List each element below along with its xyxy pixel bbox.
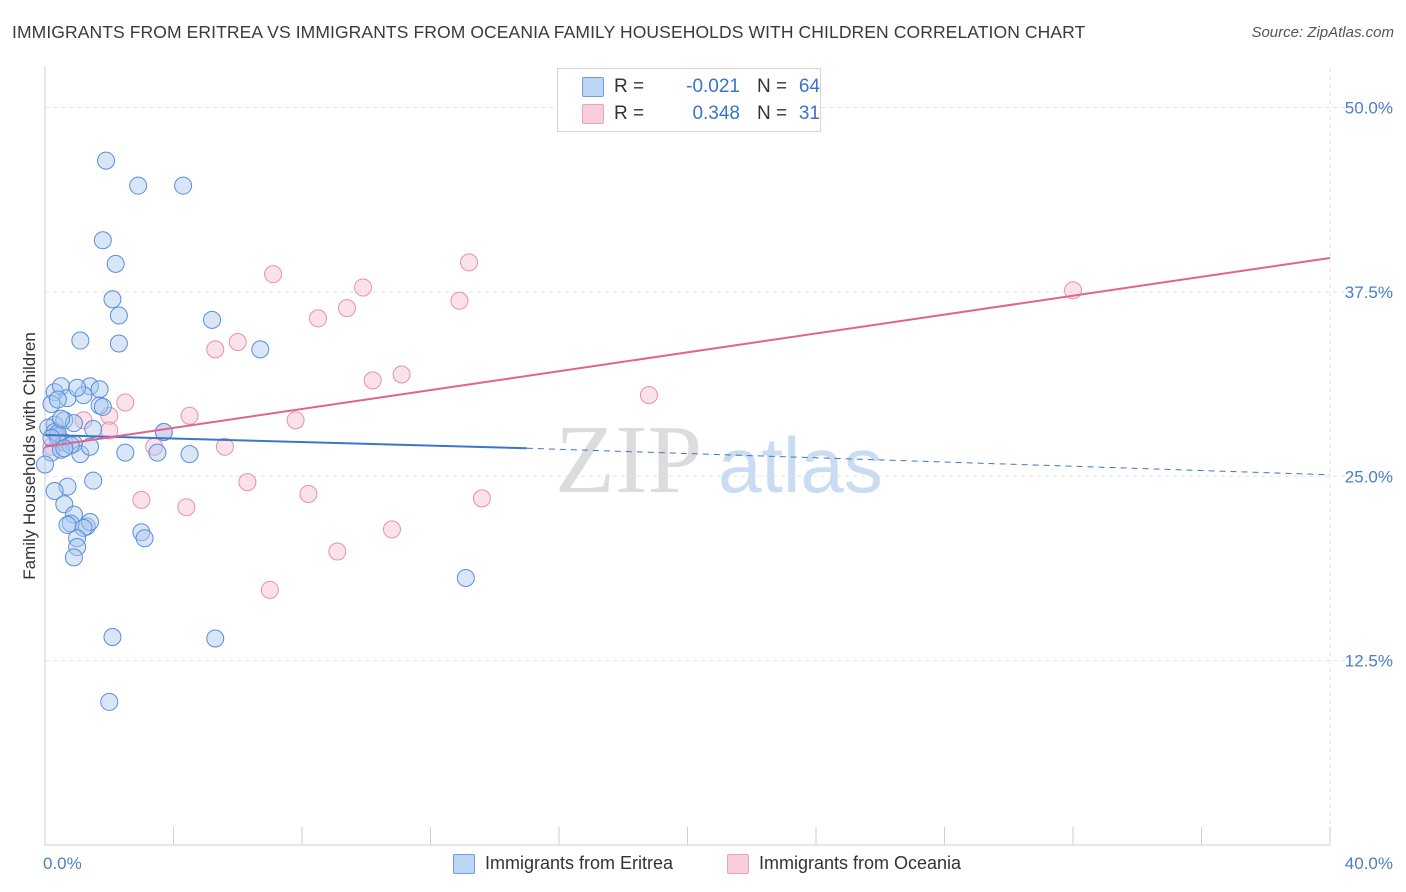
n-label: N = xyxy=(757,76,788,97)
eritrea-point xyxy=(103,290,122,309)
eritrea-point xyxy=(93,231,112,250)
eritrea-swatch xyxy=(582,77,604,97)
eritrea-point xyxy=(74,386,93,405)
oceania-point xyxy=(177,498,196,517)
series-legend: Immigrants from Eritrea Immigrants from … xyxy=(0,851,1406,879)
oceania-point xyxy=(180,406,199,425)
eritrea-point xyxy=(45,482,64,500)
eritrea-point xyxy=(84,420,103,439)
oceania-point xyxy=(299,484,318,503)
eritrea-point xyxy=(203,310,222,329)
series-eritrea-points xyxy=(36,151,475,711)
eritrea-point xyxy=(148,443,167,462)
eritrea-point xyxy=(456,569,475,588)
eritrea-point xyxy=(36,455,54,474)
oceania-point xyxy=(228,333,247,352)
r-value: -0.021 xyxy=(686,76,740,97)
watermark-atlas: atlas xyxy=(718,421,883,509)
oceania-point xyxy=(460,253,479,272)
oceania-point xyxy=(264,265,283,284)
eritrea-point xyxy=(90,396,109,415)
oceania-point xyxy=(363,371,382,390)
oceania-point xyxy=(337,299,356,318)
tick-labels: 12.5% 25.0% 37.5% 50.0% 0.0% 40.0% xyxy=(43,99,1393,874)
correlation-legend: R = -0.021 N = 64 R = 0.348 N = 31 xyxy=(557,68,821,132)
eritrea-point xyxy=(129,176,148,195)
y-tick-label: 37.5% xyxy=(1345,283,1393,302)
oceania-point xyxy=(450,291,469,310)
legend-label: Immigrants from Eritrea xyxy=(485,853,674,873)
oceania-point xyxy=(215,437,234,456)
eritrea-point xyxy=(135,529,154,548)
oceania-point xyxy=(309,309,328,328)
y-tick-label: 25.0% xyxy=(1345,467,1393,486)
eritrea-point xyxy=(132,523,151,542)
eritrea-point xyxy=(97,151,116,170)
eritrea-point xyxy=(103,628,122,647)
eritrea-point xyxy=(52,377,71,396)
oceania-point xyxy=(392,365,411,384)
trend-lines xyxy=(44,256,1331,476)
y-tick-label: 50.0% xyxy=(1345,99,1393,118)
eritrea-point xyxy=(68,378,87,397)
eritrea-point xyxy=(84,471,103,490)
source-credit: Source: ZipAtlas.com xyxy=(1251,24,1394,41)
oceania-point xyxy=(472,489,491,508)
eritrea-trend-line xyxy=(44,433,527,450)
eritrea-point xyxy=(109,306,128,325)
oceania-point xyxy=(116,393,135,412)
r-label: R = xyxy=(614,76,645,97)
oceania-point xyxy=(354,278,373,297)
series-oceania-points xyxy=(42,253,1082,599)
eritrea-point xyxy=(64,548,83,567)
eritrea-point xyxy=(74,518,93,537)
y-tick-label: 12.5% xyxy=(1345,652,1393,671)
eritrea-point xyxy=(93,397,112,416)
oceania-point xyxy=(238,473,257,492)
eritrea-point xyxy=(71,331,90,350)
eritrea-point xyxy=(180,445,199,464)
r-value: 0.348 xyxy=(692,103,740,124)
eritrea-swatch xyxy=(453,854,475,874)
y-axis-label: Family Households with Children xyxy=(20,332,39,580)
eritrea-point xyxy=(206,629,225,648)
watermark-zip: ZIP xyxy=(555,406,702,514)
oceania-point xyxy=(206,340,225,359)
n-value: 64 xyxy=(798,76,820,97)
eritrea-point xyxy=(109,334,128,353)
oceania-point xyxy=(286,411,305,430)
x-tick-label: 0.0% xyxy=(43,854,82,873)
oceania-point xyxy=(639,386,658,405)
eritrea-point xyxy=(251,340,270,359)
eritrea-point xyxy=(90,380,109,399)
n-label: N = xyxy=(757,103,788,124)
r-label: R = xyxy=(614,103,645,124)
chart-title: IMMIGRANTS FROM ERITREA VS IMMIGRANTS FR… xyxy=(12,22,1086,42)
eritrea-point xyxy=(80,437,99,456)
eritrea-point xyxy=(68,538,87,557)
oceania-point xyxy=(132,490,151,509)
oceania-point xyxy=(100,421,119,440)
oceania-point xyxy=(382,520,401,539)
n-value: 31 xyxy=(798,103,820,124)
oceania-swatch xyxy=(582,104,604,124)
eritrea-point xyxy=(106,254,125,273)
eritrea-point xyxy=(100,692,119,711)
eritrea-point xyxy=(116,443,135,462)
oceania-point xyxy=(328,542,347,561)
eritrea-point xyxy=(52,409,71,428)
oceania-point xyxy=(260,580,279,599)
watermark: ZIP atlas xyxy=(555,406,883,514)
eritrea-point xyxy=(48,390,67,409)
legend-label: Immigrants from Oceania xyxy=(759,853,962,873)
oceania-trend-line xyxy=(44,256,1331,448)
eritrea-trend-extension xyxy=(526,447,1331,476)
x-tick-label: 40.0% xyxy=(1345,854,1393,873)
eritrea-point xyxy=(174,176,193,195)
oceania-swatch xyxy=(727,854,749,874)
